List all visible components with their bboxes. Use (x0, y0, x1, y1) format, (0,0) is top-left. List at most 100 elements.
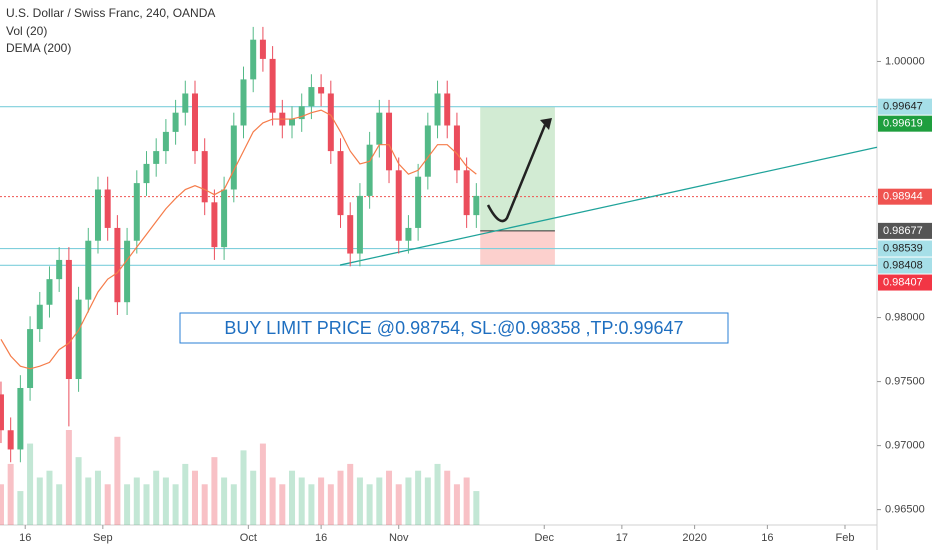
volume-bar (94, 470, 101, 525)
volume-bar (211, 457, 218, 525)
volume-bar (366, 484, 373, 525)
candle-body (124, 240, 131, 303)
volume-bar (269, 477, 276, 525)
volume-bar (356, 477, 363, 525)
price-label: 0.98944 (883, 191, 923, 203)
annotation: BUY LIMIT PRICE @0.98754, SL:@0.98358 ,T… (224, 318, 683, 338)
legend-volume: Vol (20) (6, 24, 47, 38)
candle-body (85, 240, 92, 300)
candle-body (75, 299, 82, 380)
candle-body (424, 125, 431, 177)
volume-bar (36, 477, 43, 525)
volume-bar (376, 477, 383, 525)
candle-body (434, 93, 441, 126)
price-label: 0.98408 (883, 259, 923, 271)
candle-body (473, 195, 480, 216)
candle-body (240, 79, 247, 126)
volume-bar (0, 484, 4, 525)
volume-bar (182, 463, 189, 525)
volume-bar (7, 463, 14, 525)
volume-bar (473, 491, 480, 525)
price-label: 0.98539 (883, 242, 923, 254)
volume-bar (347, 463, 354, 525)
volume-bar (104, 484, 111, 525)
candle-body (182, 93, 189, 113)
x-tick-label: Oct (240, 532, 257, 544)
price-label: 0.99619 (883, 118, 923, 130)
volume-bar (17, 491, 24, 525)
volume-bar (114, 436, 121, 525)
y-tick-label: 1.00000 (885, 55, 925, 67)
x-tick-label: Nov (389, 532, 409, 544)
candle-body (133, 183, 140, 241)
candle-body (376, 112, 383, 145)
x-tick-label: 16 (315, 532, 327, 544)
y-tick-label: 0.97500 (885, 375, 925, 387)
candle-body (17, 387, 24, 450)
price-label-bg (878, 222, 932, 239)
candle-body (230, 125, 237, 190)
y-tick-label: 0.96500 (885, 504, 925, 516)
volume-bar (386, 470, 393, 525)
candle-body (298, 106, 305, 120)
candle-body (366, 144, 373, 196)
price-label: 0.99647 (883, 101, 923, 113)
candle-body (211, 202, 218, 248)
candle-body (221, 189, 228, 248)
candle-body (405, 227, 412, 241)
candle-body (94, 189, 101, 241)
volume-bar (395, 484, 402, 525)
dema-line (0, 109, 477, 370)
candle-body (453, 125, 460, 171)
candle-body (415, 176, 422, 228)
volume-bar (162, 477, 169, 525)
annotation-box (179, 312, 729, 344)
volume-bar (133, 477, 140, 525)
volume-bar (191, 470, 198, 525)
volume-bar (298, 477, 305, 525)
price-label-bg (878, 257, 932, 274)
x-tick-label: 16 (761, 532, 773, 544)
candle-body (114, 227, 121, 303)
volume-bar (221, 477, 228, 525)
volume-bar (143, 484, 150, 525)
price-label: 0.98677 (883, 225, 923, 237)
candle-body (27, 329, 34, 388)
candle-body (104, 189, 111, 228)
candle-body (162, 131, 169, 152)
price-label-bg (878, 115, 932, 132)
x-tick-label: Feb (836, 532, 855, 544)
volume-bar (463, 477, 470, 525)
price-label-bg (878, 240, 932, 257)
x-tick-label: 2020 (682, 532, 706, 544)
candle-body (308, 87, 315, 107)
volume-bar (27, 443, 34, 525)
candle-body (56, 259, 63, 280)
volume-bar (434, 463, 441, 525)
volume-bar (318, 477, 325, 525)
volume-bar (240, 450, 247, 525)
legend-symbol: U.S. Dollar / Swiss Franc, 240, OANDA (6, 6, 215, 20)
volume-bar (65, 430, 72, 525)
legend-dema: DEMA (200) (6, 41, 71, 55)
price-label-bg (878, 98, 932, 115)
arrow (486, 124, 547, 223)
volume-bar (424, 477, 431, 525)
volume-bar (201, 484, 208, 525)
price-label-bg (878, 188, 932, 205)
candle-body (289, 119, 296, 126)
volume-bar (453, 484, 460, 525)
candle-body (444, 93, 451, 126)
volume-bar (405, 477, 412, 525)
candle-body (191, 93, 198, 152)
candle-body (318, 87, 325, 94)
candle-body (65, 259, 72, 380)
x-tick-label: Sep (93, 532, 113, 544)
volume-bar (124, 484, 131, 525)
candle-body (46, 279, 53, 305)
volume-bar (444, 470, 451, 525)
volume-bar (259, 443, 266, 525)
candle-body (386, 112, 393, 171)
volume-bar (250, 470, 257, 525)
